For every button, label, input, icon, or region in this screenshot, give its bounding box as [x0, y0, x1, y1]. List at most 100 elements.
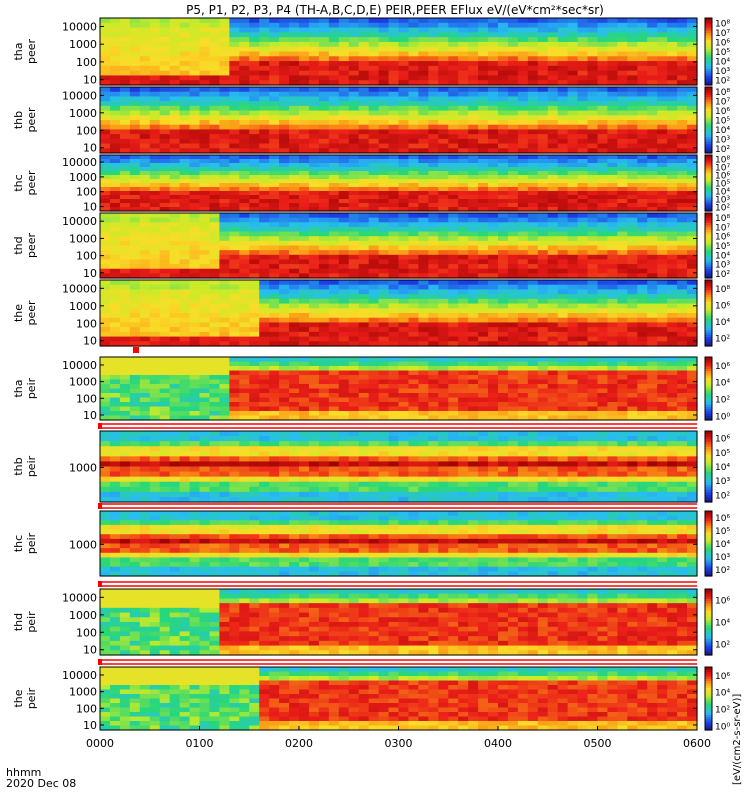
spectrogram-cell [219, 187, 230, 192]
spectrogram-cell [448, 195, 459, 200]
spectrogram-cell [319, 115, 330, 120]
spectrogram-cell [399, 269, 410, 274]
spectrogram-cell [239, 366, 250, 371]
spectrogram-cell [120, 195, 131, 200]
spectrogram-cell [219, 115, 230, 120]
spectrogram-cell [508, 18, 519, 23]
spectrogram-cell [399, 115, 410, 120]
spectrogram-cell [438, 269, 449, 274]
spectrogram-cell [478, 332, 489, 337]
spectrogram-cell [160, 289, 171, 294]
spectrogram-cell [130, 318, 141, 323]
spectrogram-cell [339, 171, 350, 176]
spectrogram-cell [528, 183, 539, 188]
spectrogram-cell [120, 218, 131, 223]
spectrogram-cell [588, 187, 599, 192]
spectrogram-cell [219, 255, 230, 260]
spectrogram-cell [160, 285, 171, 290]
spectrogram-cell [418, 52, 429, 57]
spectrogram-cell [667, 195, 678, 200]
spectrogram-cell [428, 191, 439, 196]
colorbar-tick-label: 10⁴ [715, 126, 730, 136]
spectrogram-cell [379, 308, 390, 313]
spectrogram-cell [180, 380, 191, 385]
spectrogram-cell [239, 203, 250, 208]
spectrogram-cell [329, 375, 340, 380]
spectrogram-cell [637, 144, 648, 149]
spectrogram-cell [568, 96, 579, 101]
spectrogram-cell [369, 366, 380, 371]
spectrogram-cell [448, 199, 459, 204]
spectrogram-cell [299, 155, 310, 160]
spectrogram-cell [180, 308, 191, 313]
spectrogram-cell [389, 120, 400, 125]
spectrogram-cell [259, 129, 270, 134]
spectrogram-cell [239, 357, 250, 362]
y-tick-label: 1000 [69, 232, 97, 245]
spectrogram-cell [478, 159, 489, 164]
spectrogram-cell [339, 66, 350, 71]
spectrogram-cell [677, 332, 688, 337]
spectrogram-cell [647, 144, 658, 149]
spectrogram-cell [379, 337, 390, 342]
spectrogram-cell [508, 191, 519, 196]
spectrogram-cell [598, 318, 609, 323]
spectrogram-cell [309, 389, 320, 394]
spectrogram-cell [219, 163, 230, 168]
spectrogram-cell [319, 144, 330, 149]
spectrogram-cell [498, 222, 509, 227]
spectrogram-cell [180, 213, 191, 218]
spectrogram-cell [349, 357, 360, 362]
spectrogram-cell [408, 171, 419, 176]
spectrogram-cell [548, 111, 559, 116]
spectrogram-cell [488, 332, 499, 337]
spectrogram-cell [369, 187, 380, 192]
spectrogram-cell [508, 167, 519, 172]
spectrogram-cell [219, 183, 230, 188]
spectrogram-cell [160, 139, 171, 144]
spectrogram-cell [219, 129, 230, 134]
spectrogram-cell [468, 42, 479, 47]
spectrogram-cell [508, 227, 519, 232]
spectrogram-cell [458, 280, 469, 285]
spectrogram-cell [219, 179, 230, 184]
spectrogram-cell [279, 120, 290, 125]
spectrogram-cell [190, 285, 201, 290]
spectrogram-cell [488, 179, 499, 184]
spectrogram-cell [160, 327, 171, 332]
spectrogram-cell [478, 285, 489, 290]
spectrogram-cell [219, 155, 230, 160]
spectrogram-cell [259, 183, 270, 188]
spectrogram-cell [667, 183, 678, 188]
spectrogram-cell [279, 318, 290, 323]
spectrogram-cell [369, 195, 380, 200]
spectrogram-cell [568, 337, 579, 342]
spectrogram-cell [408, 66, 419, 71]
spectrogram-cell [418, 280, 429, 285]
spectrogram-cell [229, 371, 240, 376]
spectrogram-cell [528, 187, 539, 192]
spectrogram-cell [458, 246, 469, 251]
spectrogram-cell [120, 402, 131, 407]
spectrogram-cell [249, 375, 260, 380]
spectrogram-cell [209, 179, 220, 184]
spectrogram-cell [428, 299, 439, 304]
spectrogram-cell [588, 191, 599, 196]
spectrogram-cell [219, 42, 230, 47]
spectrogram-cell [150, 375, 161, 380]
spectrogram-cell [478, 75, 489, 80]
spectrogram-cell [180, 144, 191, 149]
spectrogram-cell [170, 125, 181, 130]
spectrogram-cell [607, 56, 618, 61]
spectrogram-cell [627, 163, 638, 168]
spectrogram-cell [379, 120, 390, 125]
spectrogram-cell [219, 375, 230, 380]
spectrogram-cell [528, 195, 539, 200]
spectrogram-cell [418, 66, 429, 71]
spectrogram-cell [408, 222, 419, 227]
spectrogram-cell [219, 111, 230, 116]
spectrogram-cell [418, 179, 429, 184]
spectrogram-cell [329, 389, 340, 394]
spectrogram-cell [110, 304, 121, 309]
spectrogram-cell [289, 32, 300, 37]
